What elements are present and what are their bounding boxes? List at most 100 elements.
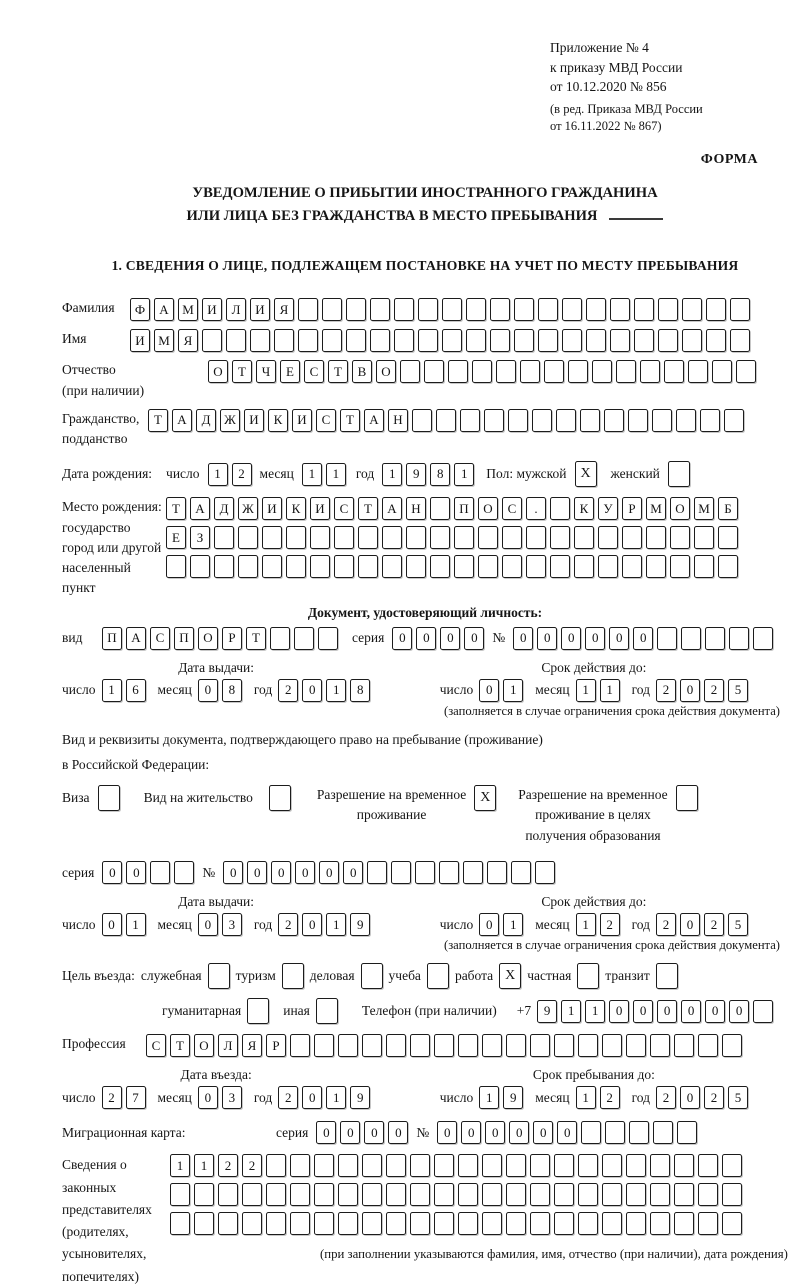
char-box[interactable] [442, 298, 462, 322]
char-box[interactable] [262, 555, 282, 579]
char-box[interactable]: 0 [197, 678, 218, 702]
char-box[interactable] [674, 1154, 694, 1178]
char-box[interactable] [463, 861, 484, 885]
char-box[interactable] [712, 360, 732, 384]
char-box[interactable] [605, 1121, 626, 1145]
char-box[interactable] [434, 1212, 454, 1236]
char-box[interactable] [526, 555, 546, 579]
char-box[interactable] [298, 298, 318, 322]
char-box[interactable] [496, 360, 516, 384]
char-box[interactable] [670, 526, 690, 550]
char-box[interactable] [394, 298, 414, 322]
char-box[interactable] [550, 497, 570, 521]
char-box[interactable] [218, 1183, 238, 1207]
char-box[interactable] [646, 555, 666, 579]
char-box[interactable] [242, 1183, 262, 1207]
char-box[interactable]: А [190, 497, 210, 521]
char-box[interactable] [190, 555, 210, 579]
char-box[interactable] [586, 329, 606, 353]
char-box[interactable]: 0 [316, 1121, 337, 1145]
char-box[interactable]: В [352, 360, 372, 384]
char-box[interactable]: Т [246, 626, 266, 650]
char-box[interactable]: 5 [728, 913, 748, 937]
char-box[interactable]: 2 [242, 1154, 262, 1178]
purpose-study-checkbox[interactable] [426, 963, 449, 990]
char-box[interactable] [362, 1212, 382, 1236]
char-box[interactable] [266, 1154, 286, 1178]
char-box[interactable] [458, 1034, 478, 1058]
char-box[interactable] [482, 1034, 502, 1058]
char-box[interactable] [174, 861, 195, 885]
option-temp-residence-education-checkbox[interactable] [675, 784, 698, 811]
char-box[interactable]: С [334, 497, 354, 521]
char-box[interactable] [698, 1183, 718, 1207]
char-box[interactable]: 1 [575, 1086, 596, 1110]
char-box[interactable]: М [178, 298, 198, 322]
char-box[interactable]: 2 [599, 1086, 620, 1110]
char-box[interactable] [508, 408, 528, 432]
char-box[interactable] [550, 526, 570, 550]
char-box[interactable]: 0 [485, 1121, 506, 1145]
char-box[interactable] [674, 1034, 694, 1058]
char-box[interactable] [581, 1121, 602, 1145]
char-box[interactable] [722, 1183, 742, 1207]
char-box[interactable] [538, 298, 558, 322]
char-box[interactable]: 7 [125, 1086, 146, 1110]
char-box[interactable] [602, 1183, 622, 1207]
char-box[interactable] [506, 1212, 526, 1236]
char-box[interactable]: 1 [194, 1154, 214, 1178]
char-box[interactable] [338, 1183, 358, 1207]
char-box[interactable] [314, 1183, 334, 1207]
char-box[interactable] [386, 1034, 406, 1058]
char-box[interactable] [652, 408, 672, 432]
char-box[interactable]: 2 [704, 678, 724, 702]
char-box[interactable]: О [376, 360, 396, 384]
char-box[interactable] [262, 526, 282, 550]
char-box[interactable]: 2 [599, 913, 620, 937]
char-box[interactable] [502, 555, 522, 579]
char-box[interactable] [556, 408, 576, 432]
char-box[interactable] [622, 555, 642, 579]
char-box[interactable] [298, 329, 318, 353]
char-box[interactable]: 6 [125, 678, 146, 702]
char-box[interactable] [629, 1121, 650, 1145]
char-box[interactable] [562, 329, 582, 353]
char-box[interactable] [194, 1212, 214, 1236]
char-box[interactable] [286, 555, 306, 579]
char-box[interactable] [394, 329, 414, 353]
char-box[interactable]: М [646, 497, 666, 521]
char-box[interactable]: 0 [343, 861, 364, 885]
char-box[interactable] [530, 1183, 550, 1207]
char-box[interactable] [202, 329, 222, 353]
char-box[interactable] [578, 1154, 598, 1178]
char-box[interactable]: 9 [350, 1086, 371, 1110]
char-box[interactable]: И [310, 497, 330, 521]
char-box[interactable]: П [174, 626, 194, 650]
char-box[interactable] [550, 555, 570, 579]
char-box[interactable] [532, 408, 552, 432]
char-box[interactable] [386, 1183, 406, 1207]
char-box[interactable]: 0 [340, 1121, 361, 1145]
char-box[interactable] [554, 1154, 574, 1178]
char-box[interactable] [610, 298, 630, 322]
char-box[interactable]: 0 [302, 1086, 323, 1110]
char-box[interactable] [406, 555, 426, 579]
char-box[interactable] [458, 1212, 478, 1236]
char-box[interactable] [410, 1212, 430, 1236]
char-box[interactable]: 2 [656, 1086, 676, 1110]
purpose-humanitarian-checkbox[interactable] [247, 998, 270, 1025]
char-box[interactable]: Т [340, 408, 360, 432]
char-box[interactable] [266, 1212, 286, 1236]
char-box[interactable]: К [574, 497, 594, 521]
char-box[interactable] [730, 329, 750, 353]
char-box[interactable] [753, 999, 774, 1023]
char-box[interactable] [674, 1183, 694, 1207]
char-box[interactable] [218, 1212, 238, 1236]
char-box[interactable] [270, 626, 290, 650]
char-box[interactable] [706, 329, 726, 353]
char-box[interactable] [410, 1183, 430, 1207]
char-box[interactable] [367, 861, 388, 885]
char-box[interactable]: Т [166, 497, 186, 521]
char-box[interactable] [694, 555, 714, 579]
char-box[interactable] [346, 298, 366, 322]
